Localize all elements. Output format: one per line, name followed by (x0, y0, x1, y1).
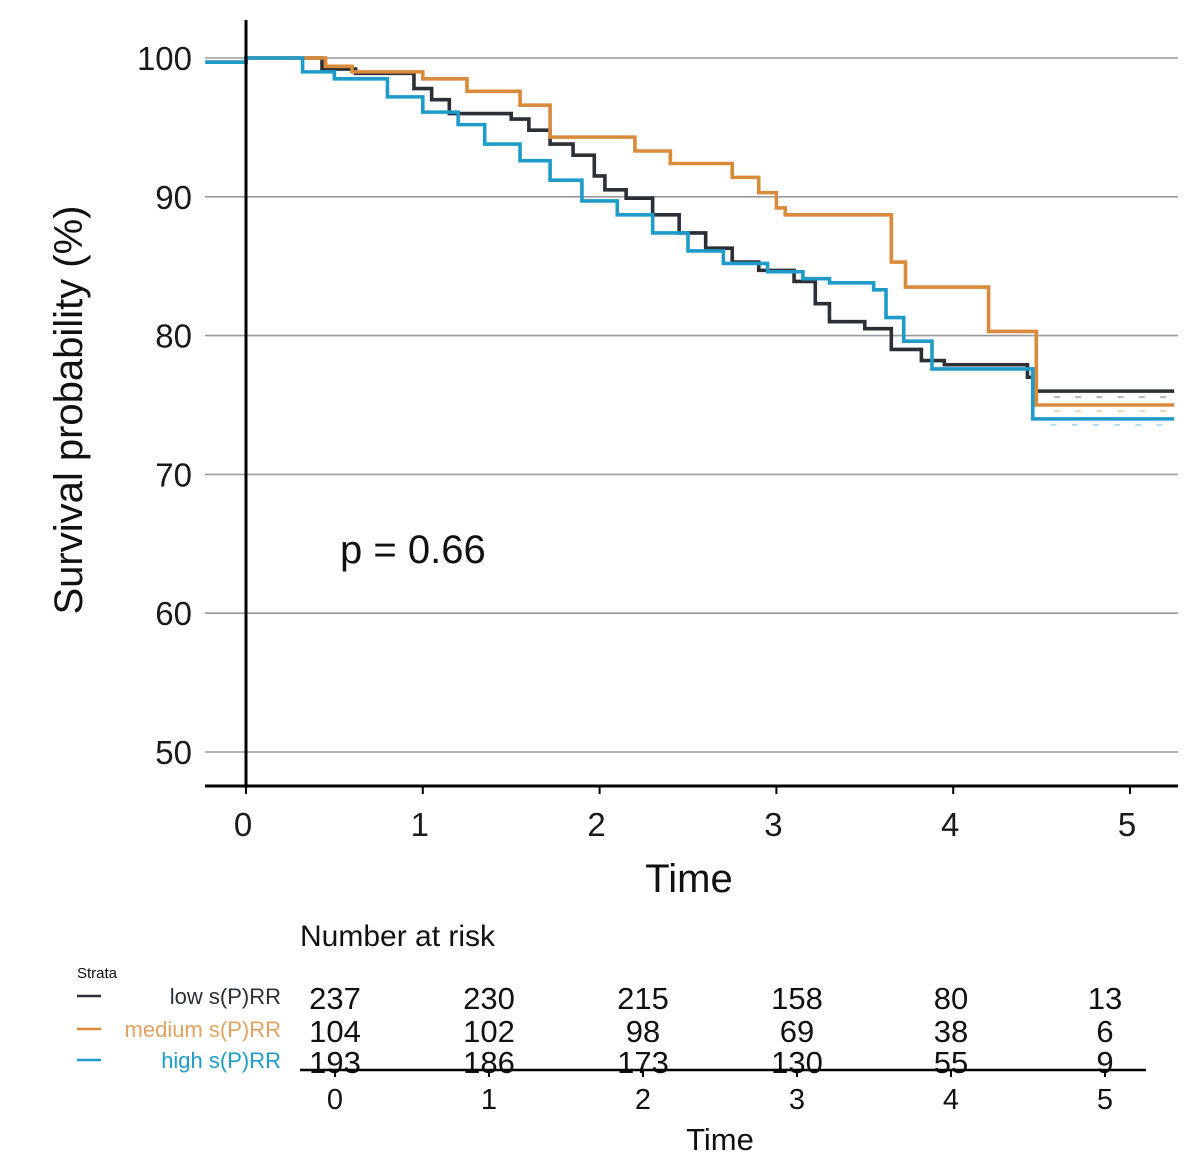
risk-table-x-title: Time (686, 1122, 754, 1157)
y-tick-label: 100 (137, 40, 192, 77)
risk-count: 69 (780, 1014, 814, 1049)
risk-table-title: Number at risk (300, 920, 496, 953)
x-axis-title: Time (645, 857, 732, 901)
x-tick-label: 5 (1118, 806, 1136, 843)
risk-count: 98 (626, 1014, 660, 1049)
risk-tick-label: 4 (943, 1084, 959, 1116)
risk-count: 215 (617, 981, 669, 1016)
risk-count: 230 (463, 981, 515, 1016)
legend-label: low s(P)RR (170, 984, 281, 1009)
risk-tick-label: 0 (327, 1084, 343, 1116)
y-axis-title: Survival probability (%) (47, 205, 91, 614)
risk-count: 102 (463, 1014, 515, 1049)
risk-count: 104 (309, 1014, 361, 1049)
strata-legend-title: Strata (77, 965, 118, 982)
survival-curves (205, 56, 1175, 426)
legend-label: high s(P)RR (161, 1048, 281, 1073)
x-tick-label: 0 (234, 806, 252, 843)
y-tick-label: 60 (155, 595, 192, 632)
axes: 50 60 70 80 90 100 0 1 2 3 4 5 (137, 20, 1178, 843)
curve-low (205, 56, 1175, 393)
risk-tick-label: 1 (481, 1084, 497, 1116)
y-tick-label: 90 (155, 179, 192, 216)
risk-count: 237 (309, 981, 361, 1016)
risk-tick-label: 2 (635, 1084, 651, 1116)
x-tick-label: 1 (411, 806, 429, 843)
risk-count: 38 (934, 1014, 968, 1049)
risk-count: 6 (1096, 1014, 1113, 1049)
risk-tick-label: 3 (789, 1084, 805, 1116)
gridlines (205, 57, 1178, 753)
risk-count: 158 (771, 981, 823, 1016)
y-tick-label: 50 (155, 734, 192, 771)
x-tick-label: 2 (587, 806, 605, 843)
risk-count: 80 (934, 981, 968, 1016)
risk-count: 13 (1088, 981, 1122, 1016)
legend-label: medium s(P)RR (125, 1017, 281, 1042)
curve-medium (205, 56, 1175, 407)
p-value-annotation: p = 0.66 (340, 528, 486, 572)
y-tick-label: 70 (155, 456, 192, 493)
curve-high (205, 56, 1175, 421)
y-tick-label: 80 (155, 318, 192, 355)
risk-tick-label: 5 (1097, 1084, 1113, 1116)
x-tick-label: 4 (941, 806, 959, 843)
x-tick-label: 3 (764, 806, 782, 843)
